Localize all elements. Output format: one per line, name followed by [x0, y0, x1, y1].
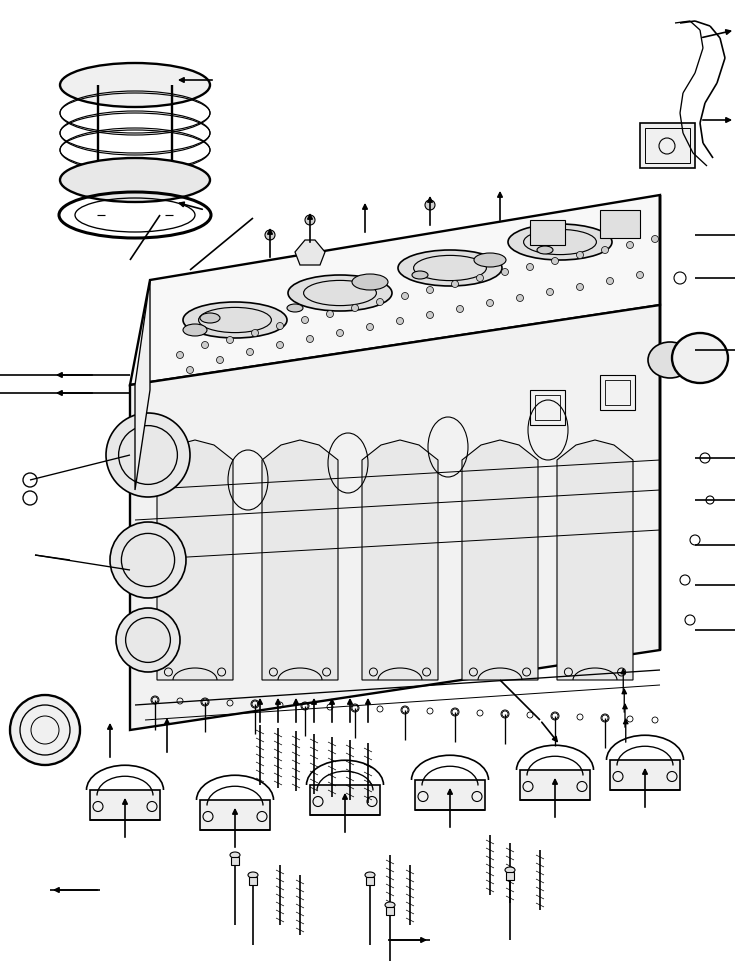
- Circle shape: [327, 310, 333, 317]
- Ellipse shape: [60, 63, 210, 107]
- Circle shape: [402, 292, 408, 300]
- Circle shape: [551, 258, 559, 264]
- Circle shape: [527, 263, 534, 270]
- Circle shape: [227, 336, 233, 343]
- Ellipse shape: [412, 271, 428, 279]
- Circle shape: [247, 349, 253, 356]
- Ellipse shape: [398, 250, 502, 286]
- Ellipse shape: [537, 246, 553, 254]
- Circle shape: [106, 413, 190, 497]
- Circle shape: [110, 522, 186, 598]
- Polygon shape: [557, 440, 633, 680]
- Ellipse shape: [352, 274, 388, 290]
- Polygon shape: [462, 440, 538, 680]
- Circle shape: [351, 305, 359, 311]
- Bar: [366, 877, 374, 885]
- Circle shape: [602, 247, 608, 254]
- Circle shape: [367, 324, 373, 331]
- Circle shape: [251, 330, 259, 336]
- Circle shape: [456, 306, 464, 312]
- Circle shape: [576, 283, 583, 290]
- Ellipse shape: [365, 872, 375, 878]
- Bar: [640, 123, 695, 168]
- Bar: [310, 785, 380, 815]
- Bar: [200, 800, 270, 830]
- Circle shape: [425, 200, 435, 210]
- Circle shape: [176, 352, 184, 358]
- Circle shape: [276, 323, 284, 330]
- Bar: [249, 877, 257, 885]
- Ellipse shape: [505, 867, 515, 873]
- Circle shape: [476, 275, 483, 282]
- Circle shape: [302, 316, 308, 324]
- Circle shape: [502, 268, 508, 276]
- Bar: [605, 380, 630, 405]
- Circle shape: [116, 608, 180, 672]
- Circle shape: [216, 357, 224, 363]
- Polygon shape: [362, 440, 438, 680]
- Bar: [610, 760, 680, 790]
- Polygon shape: [135, 280, 150, 490]
- Ellipse shape: [648, 342, 692, 378]
- Circle shape: [265, 230, 275, 240]
- Ellipse shape: [230, 852, 240, 858]
- Circle shape: [305, 215, 315, 225]
- Bar: [415, 780, 485, 810]
- Bar: [645, 128, 690, 163]
- Circle shape: [547, 288, 554, 295]
- Ellipse shape: [183, 302, 287, 338]
- Bar: [535, 395, 560, 420]
- Circle shape: [516, 294, 523, 302]
- Polygon shape: [295, 240, 325, 265]
- Bar: [530, 220, 565, 245]
- Circle shape: [396, 317, 404, 325]
- Bar: [231, 857, 239, 865]
- Ellipse shape: [672, 333, 728, 383]
- Ellipse shape: [60, 158, 210, 202]
- Circle shape: [637, 272, 643, 279]
- Circle shape: [276, 341, 284, 349]
- Circle shape: [451, 281, 459, 287]
- Ellipse shape: [248, 872, 258, 878]
- Polygon shape: [130, 195, 660, 385]
- Polygon shape: [130, 305, 660, 730]
- Circle shape: [487, 300, 494, 307]
- Circle shape: [427, 311, 433, 318]
- Circle shape: [307, 335, 313, 342]
- Ellipse shape: [474, 253, 506, 267]
- Circle shape: [626, 241, 634, 249]
- Bar: [90, 790, 160, 821]
- Circle shape: [606, 278, 614, 284]
- Circle shape: [187, 366, 193, 374]
- Bar: [600, 375, 635, 410]
- Ellipse shape: [508, 224, 612, 260]
- Ellipse shape: [183, 324, 207, 336]
- Bar: [600, 210, 640, 238]
- Circle shape: [576, 252, 583, 259]
- Ellipse shape: [288, 275, 392, 311]
- Circle shape: [10, 695, 80, 765]
- Polygon shape: [157, 440, 233, 680]
- Ellipse shape: [385, 902, 395, 908]
- Ellipse shape: [287, 304, 303, 312]
- Polygon shape: [262, 440, 338, 680]
- Bar: [520, 770, 590, 801]
- Circle shape: [336, 330, 344, 336]
- Circle shape: [651, 235, 659, 242]
- Bar: [386, 907, 394, 915]
- Circle shape: [427, 286, 433, 293]
- Circle shape: [202, 341, 208, 349]
- Circle shape: [376, 299, 384, 306]
- Ellipse shape: [200, 313, 220, 323]
- Bar: [506, 872, 514, 880]
- Bar: [530, 390, 565, 425]
